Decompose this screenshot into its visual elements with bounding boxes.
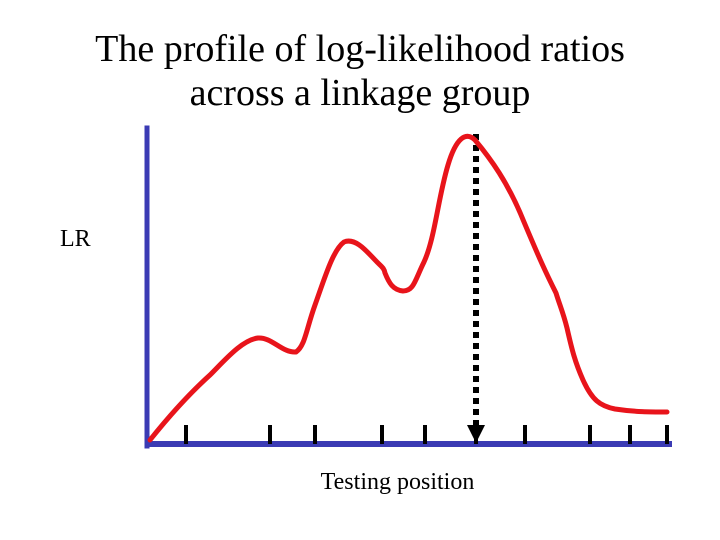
diagram-title: The profile of log-likelihood ratios acr… <box>0 27 720 115</box>
peak-arrow-head <box>467 425 485 443</box>
y-axis-label: LR <box>60 226 91 252</box>
lr-profile-curve <box>147 133 670 443</box>
x-axis-label: Testing position <box>320 469 475 495</box>
title-line-2: across a linkage group <box>189 72 531 114</box>
x-axis-ticks <box>184 425 669 444</box>
title-line-1: The profile of log-likelihood ratios <box>95 28 625 70</box>
